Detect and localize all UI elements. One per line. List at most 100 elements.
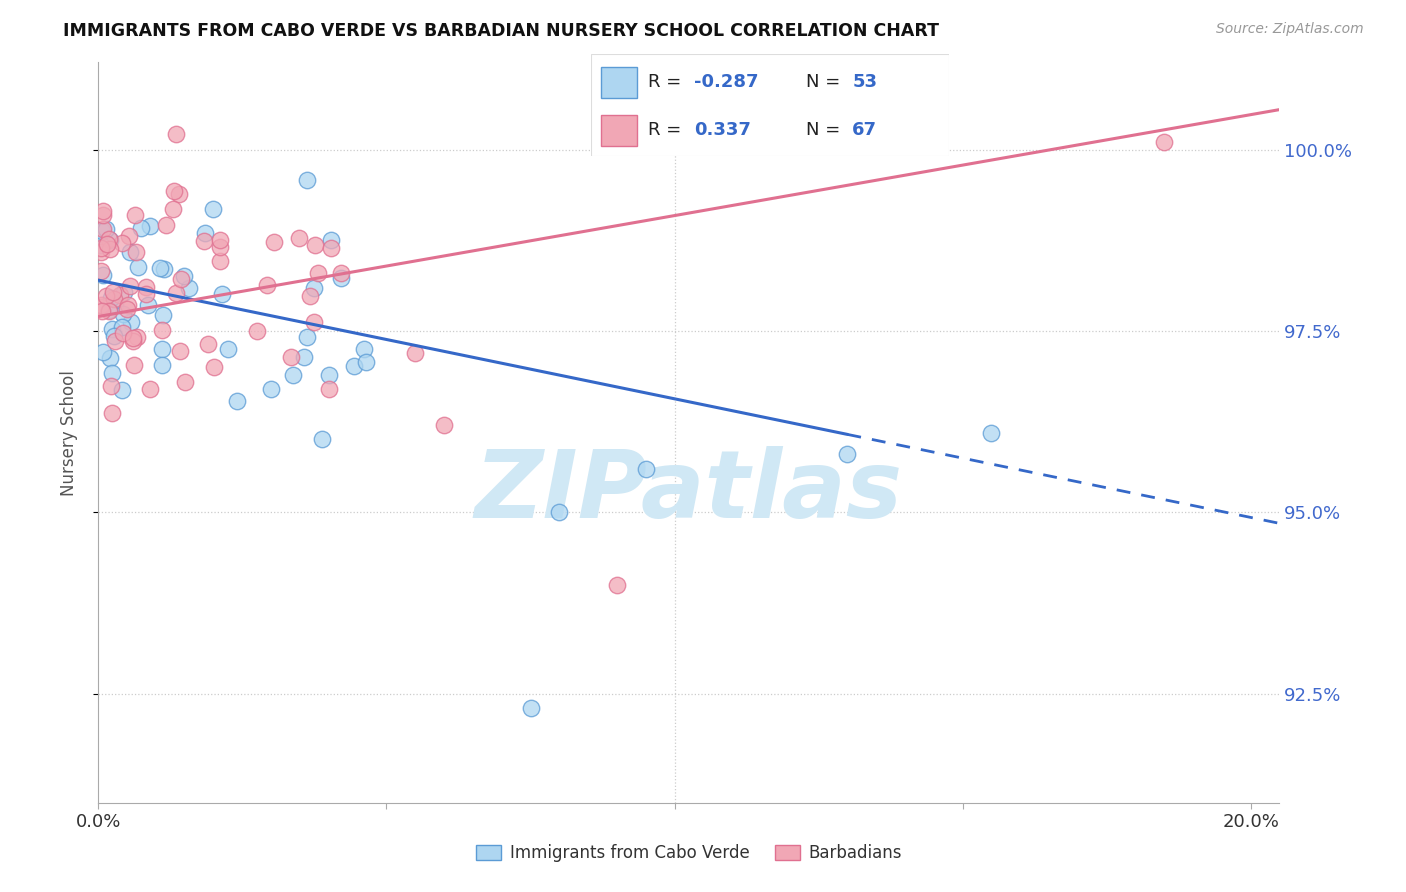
- Legend: Immigrants from Cabo Verde, Barbadians: Immigrants from Cabo Verde, Barbadians: [470, 838, 908, 869]
- Text: N =: N =: [806, 73, 845, 91]
- Point: [101, 367, 124, 381]
- Point: [288, 230, 311, 244]
- Point: [91, 222, 114, 236]
- Point: [302, 315, 325, 329]
- Point: [90, 298, 112, 312]
- Point: [138, 298, 160, 312]
- Point: [124, 208, 146, 222]
- Point: [201, 202, 224, 216]
- Point: [149, 261, 172, 276]
- Point: [209, 240, 232, 254]
- Point: [260, 382, 283, 396]
- Text: -0.287: -0.287: [695, 73, 759, 91]
- Point: [226, 394, 249, 409]
- Point: [111, 383, 134, 397]
- Point: [153, 261, 176, 276]
- Point: [837, 447, 859, 461]
- Point: [162, 202, 184, 217]
- Point: [124, 244, 146, 259]
- Point: [129, 220, 152, 235]
- Point: [311, 433, 333, 447]
- Point: [90, 237, 112, 252]
- Point: [329, 270, 352, 285]
- Point: [165, 127, 187, 141]
- Point: [104, 334, 127, 348]
- Y-axis label: Nursery School: Nursery School: [59, 369, 77, 496]
- Point: [90, 300, 112, 314]
- Point: [127, 260, 149, 275]
- Point: [111, 326, 134, 340]
- Point: [169, 343, 191, 358]
- Point: [117, 298, 139, 312]
- Point: [519, 701, 541, 715]
- Point: [353, 342, 375, 356]
- Point: [283, 368, 305, 383]
- Point: [173, 375, 195, 389]
- Point: [329, 267, 352, 281]
- Point: [606, 578, 628, 592]
- Point: [295, 173, 318, 187]
- Point: [96, 237, 118, 252]
- Point: [280, 350, 302, 364]
- Point: [302, 281, 325, 295]
- Point: [118, 279, 141, 293]
- Point: [193, 234, 215, 248]
- Point: [318, 368, 340, 382]
- Point: [292, 350, 315, 364]
- Point: [356, 355, 378, 369]
- Text: 0.337: 0.337: [695, 121, 751, 139]
- Point: [404, 345, 426, 359]
- Point: [307, 266, 329, 280]
- Point: [98, 231, 121, 245]
- Point: [167, 186, 190, 201]
- Point: [90, 224, 112, 238]
- Point: [91, 268, 114, 283]
- Point: [179, 281, 201, 295]
- Point: [548, 506, 571, 520]
- Point: [321, 241, 343, 255]
- Point: [121, 331, 143, 345]
- Point: [94, 289, 117, 303]
- Point: [433, 418, 456, 433]
- Point: [98, 351, 121, 366]
- Point: [217, 342, 239, 356]
- Point: [101, 285, 124, 299]
- Point: [304, 237, 326, 252]
- Point: [209, 254, 232, 268]
- Point: [139, 219, 162, 233]
- FancyBboxPatch shape: [591, 54, 949, 156]
- Point: [121, 334, 143, 348]
- Text: IMMIGRANTS FROM CABO VERDE VS BARBADIAN NURSERY SCHOOL CORRELATION CHART: IMMIGRANTS FROM CABO VERDE VS BARBADIAN …: [63, 22, 939, 40]
- FancyBboxPatch shape: [602, 115, 637, 145]
- Point: [101, 322, 124, 336]
- Point: [297, 330, 319, 344]
- Point: [321, 233, 343, 247]
- Point: [118, 244, 141, 259]
- Text: R =: R =: [648, 73, 688, 91]
- Text: R =: R =: [648, 121, 693, 139]
- Point: [118, 229, 141, 244]
- Point: [163, 184, 186, 198]
- Point: [101, 406, 124, 420]
- Point: [170, 271, 193, 285]
- Point: [110, 287, 132, 301]
- Point: [246, 324, 269, 338]
- Point: [110, 235, 132, 250]
- Point: [91, 203, 114, 218]
- Point: [152, 308, 174, 322]
- Point: [125, 330, 148, 344]
- Point: [634, 462, 657, 476]
- Point: [91, 344, 114, 359]
- Text: 53: 53: [852, 73, 877, 91]
- Point: [97, 302, 120, 317]
- Point: [90, 245, 112, 260]
- Point: [263, 235, 285, 249]
- Point: [194, 227, 217, 241]
- Point: [256, 278, 278, 293]
- Point: [211, 287, 233, 301]
- Point: [343, 359, 366, 373]
- Point: [298, 289, 321, 303]
- Point: [208, 233, 231, 247]
- Point: [117, 301, 139, 316]
- Point: [103, 293, 125, 307]
